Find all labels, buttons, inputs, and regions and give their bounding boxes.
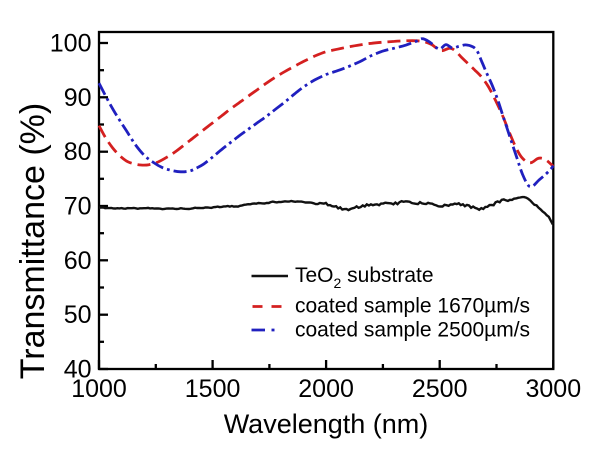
- svg-text:1500: 1500: [185, 375, 241, 403]
- svg-text:80: 80: [64, 138, 92, 166]
- svg-text:90: 90: [64, 84, 92, 112]
- svg-text:40: 40: [64, 356, 92, 384]
- svg-text:50: 50: [64, 301, 92, 329]
- svg-text:70: 70: [64, 193, 92, 221]
- svg-text:60: 60: [64, 247, 92, 275]
- svg-text:1000: 1000: [71, 375, 127, 403]
- svg-text:100: 100: [50, 30, 92, 58]
- svg-text:2000: 2000: [298, 375, 354, 403]
- svg-text:2500: 2500: [412, 375, 468, 403]
- svg-text:3000: 3000: [525, 375, 581, 403]
- svg-text:coated sample 1670µm/s: coated sample 1670µm/s: [295, 295, 530, 318]
- svg-text:TeO2 substrate: TeO2 substrate: [295, 264, 434, 291]
- svg-text:Transmittance (%): Transmittance (%): [14, 103, 52, 379]
- svg-text:Wavelength (nm): Wavelength (nm): [224, 409, 429, 439]
- svg-text:coated sample 2500µm/s: coated sample 2500µm/s: [295, 319, 530, 342]
